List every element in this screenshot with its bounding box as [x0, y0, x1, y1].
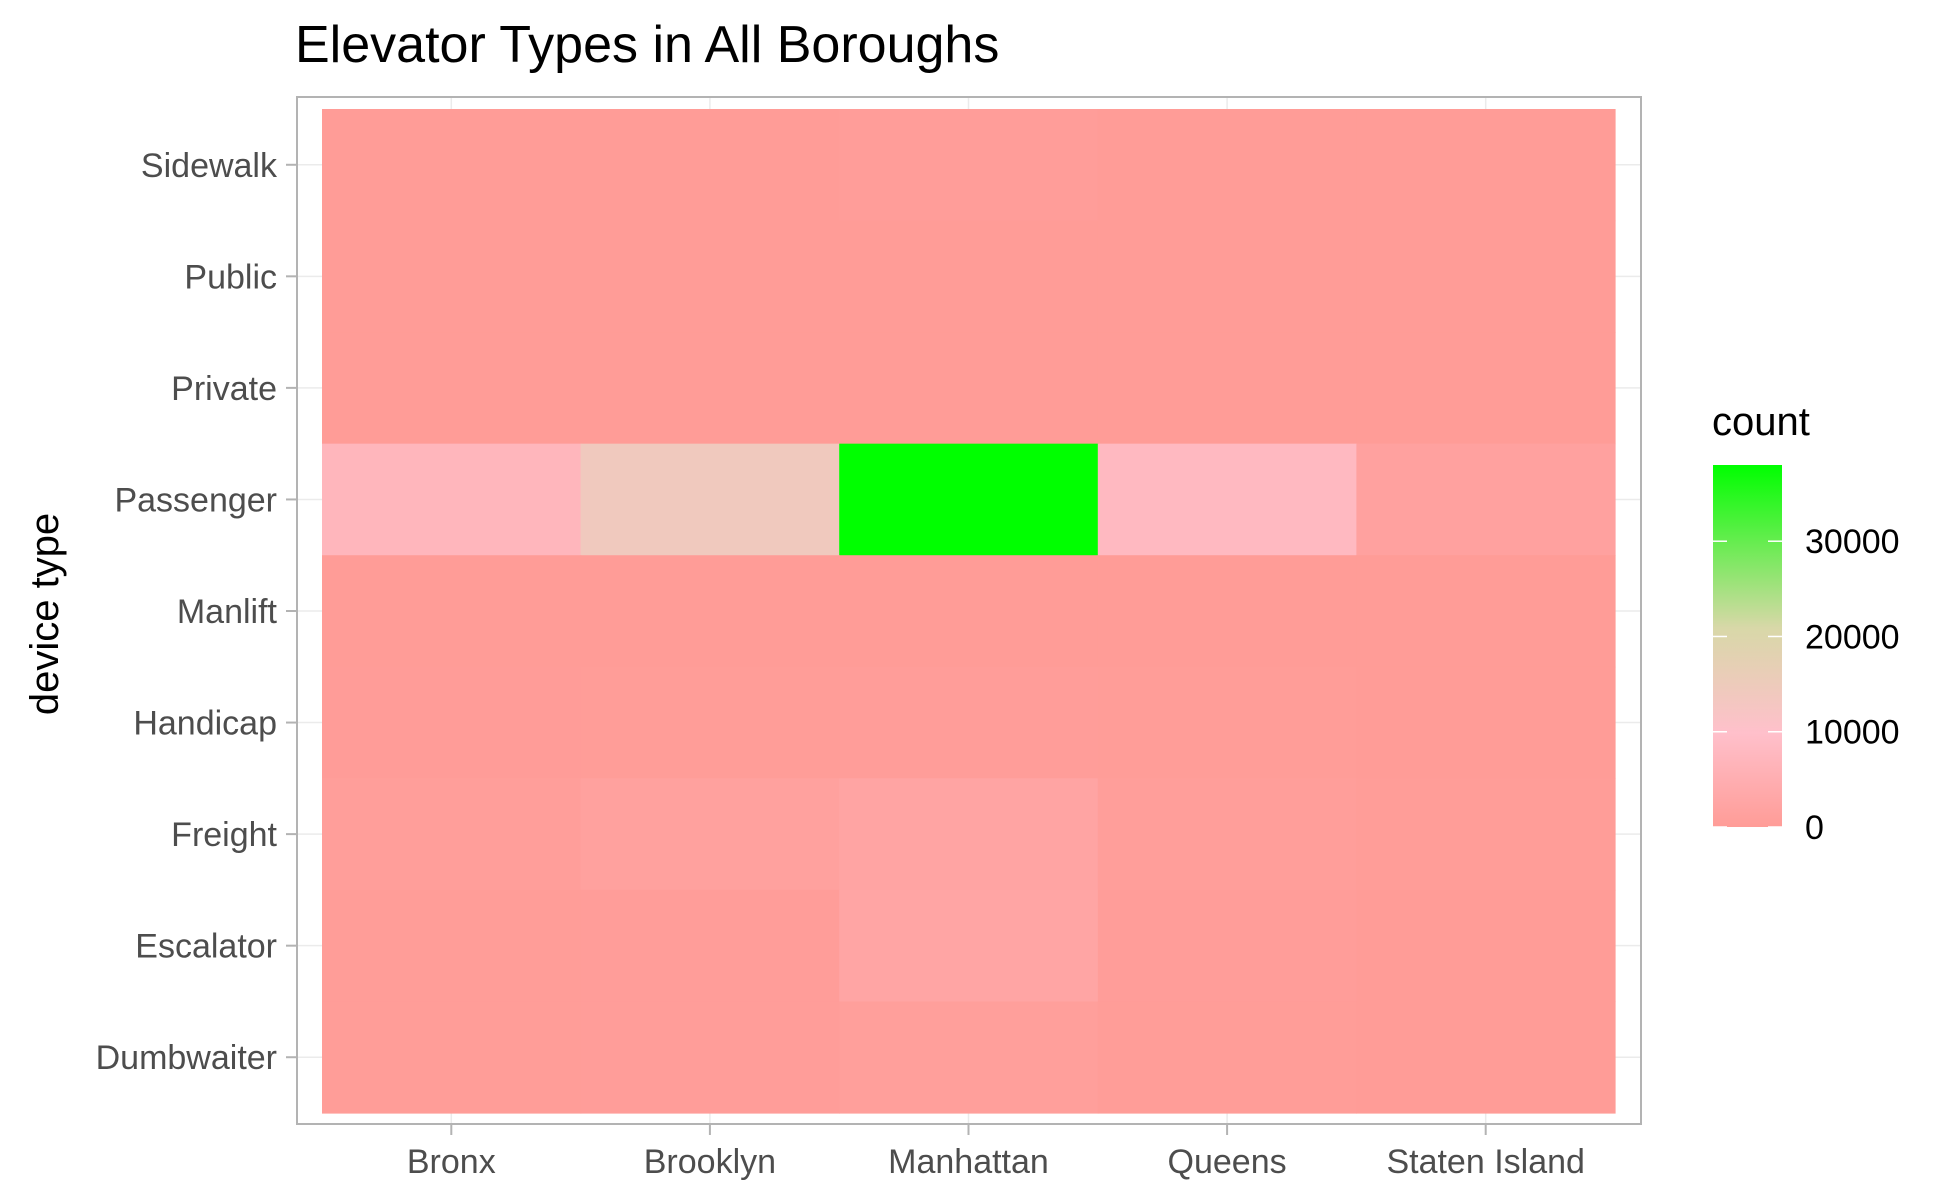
heatmap-cell-manlift-bronx [322, 555, 582, 668]
heatmap-cell-escalator-staten-island [1356, 889, 1616, 1003]
x-axis: Bronx Brooklyn Manhattan Queens Staten Islan… [407, 1124, 1585, 1181]
x-tick-label: Staten Island [1386, 1143, 1584, 1181]
heatmap-cell-passenger-queens [1097, 443, 1357, 556]
heatmap-cell-escalator-bronx [322, 889, 582, 1003]
heatmap-cell-handicap-brooklyn [580, 666, 840, 779]
y-axis: Sidewalk Public Private Passenger Manlift Han… [96, 147, 297, 1077]
heatmap-cell-dumbwaiter-queens [1097, 1001, 1357, 1114]
heatmap-cell-sidewalk-manhattan [839, 109, 1099, 222]
heatmap-cell-public-staten-island [1356, 220, 1616, 333]
y-tick-label: Handicap [133, 705, 277, 743]
heatmap-cell-freight-staten-island [1356, 778, 1616, 891]
heatmap-cell-freight-queens [1097, 778, 1357, 891]
heatmap-cell-manlift-manhattan [839, 555, 1099, 668]
legend-title: count [1712, 400, 1810, 444]
heatmap-cell-sidewalk-staten-island [1356, 109, 1616, 222]
legend-tick-label: 10000 [1805, 714, 1900, 752]
heatmap-cell-passenger-bronx [322, 443, 582, 556]
x-tick-label: Manhattan [888, 1143, 1049, 1181]
x-tick-label: Brooklyn [644, 1143, 776, 1181]
y-tick-label: Manlift [177, 593, 278, 631]
heatmap-cell-dumbwaiter-manhattan [839, 1001, 1099, 1114]
heatmap-cell-escalator-manhattan [839, 889, 1099, 1003]
heatmap-cell-freight-manhattan [839, 778, 1099, 891]
y-tick-label: Dumbwaiter [96, 1039, 277, 1077]
heatmap-cell-public-bronx [322, 220, 582, 333]
heatmap-cells [322, 109, 1616, 1114]
heatmap-cell-escalator-queens [1097, 889, 1357, 1003]
y-tick-label: Freight [171, 816, 277, 854]
y-tick-label: Private [171, 370, 277, 408]
heatmap-cell-passenger-manhattan [839, 443, 1099, 556]
x-tick-label: Queens [1168, 1143, 1287, 1181]
heatmap-cell-sidewalk-brooklyn [580, 109, 840, 222]
heatmap-cell-private-queens [1097, 332, 1357, 445]
heatmap-cell-sidewalk-queens [1097, 109, 1357, 222]
heatmap-cell-private-bronx [322, 332, 582, 445]
y-tick-label: Public [184, 258, 277, 296]
heatmap-cell-public-manhattan [839, 220, 1099, 333]
heatmap-cell-manlift-queens [1097, 555, 1357, 668]
heatmap-cell-freight-brooklyn [580, 778, 840, 891]
heatmap-cell-private-brooklyn [580, 332, 840, 445]
heatmap-cell-passenger-brooklyn [580, 443, 840, 556]
x-tick-label: Bronx [407, 1143, 496, 1181]
y-tick-label: Passenger [114, 481, 277, 519]
y-axis-title: device type [23, 513, 67, 715]
heatmap-cell-public-queens [1097, 220, 1357, 333]
heatmap-cell-public-brooklyn [580, 220, 840, 333]
heatmap-cell-freight-bronx [322, 778, 582, 891]
chart-title: Elevator Types in All Boroughs [295, 16, 999, 74]
heatmap-cell-escalator-brooklyn [580, 889, 840, 1003]
legend-tick-label: 0 [1805, 809, 1824, 847]
y-tick-label: Sidewalk [141, 147, 278, 185]
heatmap-cell-dumbwaiter-brooklyn [580, 1001, 840, 1114]
heatmap-cell-handicap-queens [1097, 666, 1357, 779]
legend: count 0 10000 20000 30000 [1712, 400, 1900, 847]
heatmap-cell-handicap-staten-island [1356, 666, 1616, 779]
heatmap-cell-handicap-bronx [322, 666, 582, 779]
heatmap-cell-private-manhattan [839, 332, 1099, 445]
heatmap-cell-sidewalk-bronx [322, 109, 582, 222]
heatmap-cell-dumbwaiter-staten-island [1356, 1001, 1616, 1114]
legend-tick-label: 30000 [1805, 523, 1900, 561]
heatmap-cell-manlift-brooklyn [580, 555, 840, 668]
heatmap-cell-private-staten-island [1356, 332, 1616, 445]
heatmap-cell-manlift-staten-island [1356, 555, 1616, 668]
heatmap-cell-passenger-staten-island [1356, 443, 1616, 556]
legend-tick-label: 20000 [1805, 618, 1900, 656]
legend-colorbar [1713, 465, 1782, 827]
heatmap-cell-dumbwaiter-bronx [322, 1001, 582, 1114]
heatmap-cell-handicap-manhattan [839, 666, 1099, 779]
y-tick-label: Escalator [135, 928, 277, 966]
